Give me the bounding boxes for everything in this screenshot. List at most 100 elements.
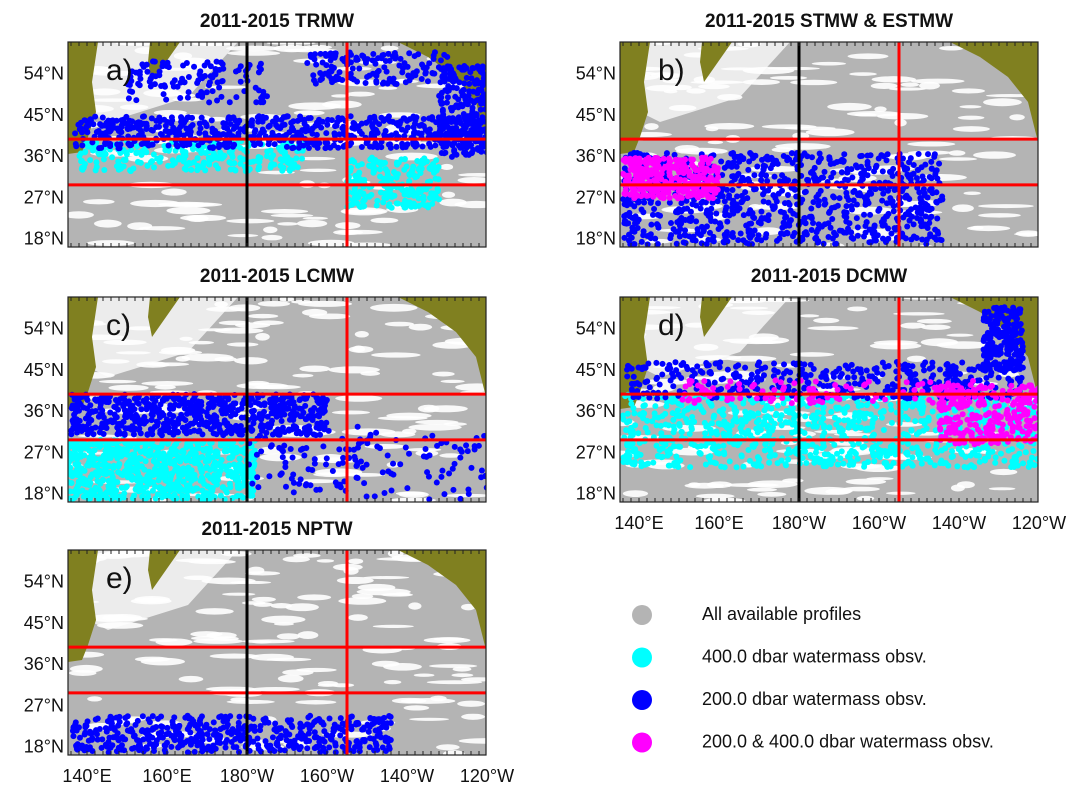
observation xyxy=(779,224,786,231)
observation xyxy=(848,234,855,241)
observation xyxy=(353,54,360,61)
observation xyxy=(215,165,222,172)
observation xyxy=(838,169,845,176)
observation xyxy=(773,198,780,205)
observation xyxy=(94,396,101,403)
observation xyxy=(336,131,343,138)
observation xyxy=(124,125,131,132)
observation xyxy=(680,239,687,246)
observation xyxy=(318,397,325,404)
observation xyxy=(638,193,645,200)
observation xyxy=(385,141,392,148)
observation xyxy=(164,453,171,460)
observation xyxy=(113,117,120,124)
observation xyxy=(393,200,400,207)
observation xyxy=(161,468,168,475)
observation xyxy=(426,194,433,201)
observation xyxy=(862,199,869,206)
observation xyxy=(213,58,220,65)
observation xyxy=(136,71,143,78)
observation xyxy=(445,87,452,94)
observation xyxy=(654,157,661,164)
observation xyxy=(237,126,244,133)
panel-label: c) xyxy=(106,309,131,342)
observation xyxy=(476,132,483,139)
observation xyxy=(277,396,284,403)
observation xyxy=(317,50,324,57)
observation xyxy=(388,191,395,198)
observation xyxy=(352,456,359,463)
observation xyxy=(742,189,749,196)
observation xyxy=(763,172,770,179)
observation xyxy=(142,458,149,465)
observation xyxy=(127,73,134,80)
track-gap xyxy=(98,379,137,384)
observation xyxy=(879,197,886,204)
observation xyxy=(175,482,182,489)
observation xyxy=(767,165,774,172)
observation xyxy=(83,445,90,452)
observation xyxy=(646,232,653,239)
observation xyxy=(191,459,198,466)
observation xyxy=(117,141,124,148)
observation xyxy=(361,203,368,210)
observation xyxy=(826,156,833,163)
track-gap xyxy=(761,124,817,129)
observation xyxy=(89,147,96,154)
observation xyxy=(456,64,463,71)
map-frame xyxy=(619,41,1039,248)
observation xyxy=(159,488,166,495)
observation xyxy=(290,144,297,151)
observation xyxy=(218,93,225,100)
observation xyxy=(356,203,363,210)
track-gap xyxy=(948,150,966,156)
observation xyxy=(77,401,84,408)
observation xyxy=(883,157,890,164)
observation xyxy=(351,195,358,202)
track-gap xyxy=(775,143,831,150)
observation xyxy=(799,196,806,203)
observation xyxy=(773,237,780,244)
panel-title: 2011-2015 TRMW xyxy=(200,11,354,32)
observation xyxy=(92,113,99,120)
observation xyxy=(327,50,334,57)
observation xyxy=(451,148,458,155)
observation xyxy=(152,483,159,490)
observation xyxy=(169,117,176,124)
observation xyxy=(336,69,343,76)
observation xyxy=(143,406,150,413)
observation xyxy=(229,410,236,417)
observation xyxy=(212,450,219,457)
observation xyxy=(266,122,273,129)
observation xyxy=(219,61,226,68)
observation xyxy=(372,140,379,147)
observation xyxy=(263,153,270,160)
observation xyxy=(791,178,798,185)
observation xyxy=(149,431,156,438)
observation xyxy=(723,229,730,236)
observation xyxy=(390,460,397,467)
track-gap xyxy=(370,303,418,312)
observation xyxy=(323,130,330,137)
observation xyxy=(815,202,822,209)
observation xyxy=(332,123,339,130)
observation xyxy=(410,163,417,170)
observation xyxy=(922,201,929,208)
observation xyxy=(381,489,388,496)
observation xyxy=(201,73,208,80)
observation xyxy=(673,208,680,215)
observation xyxy=(429,200,436,207)
track-gap xyxy=(439,453,463,458)
observation xyxy=(121,396,128,403)
observation xyxy=(288,395,295,402)
observation xyxy=(210,144,217,151)
track-gap xyxy=(674,145,700,153)
track-gap xyxy=(331,94,350,98)
lat-tick-label: 36°N xyxy=(24,146,64,166)
lat-tick-label: 27°N xyxy=(24,187,64,207)
observation xyxy=(370,169,377,176)
observation xyxy=(373,202,380,209)
track-gap xyxy=(261,234,283,241)
observation xyxy=(110,494,117,501)
observation xyxy=(68,470,75,477)
